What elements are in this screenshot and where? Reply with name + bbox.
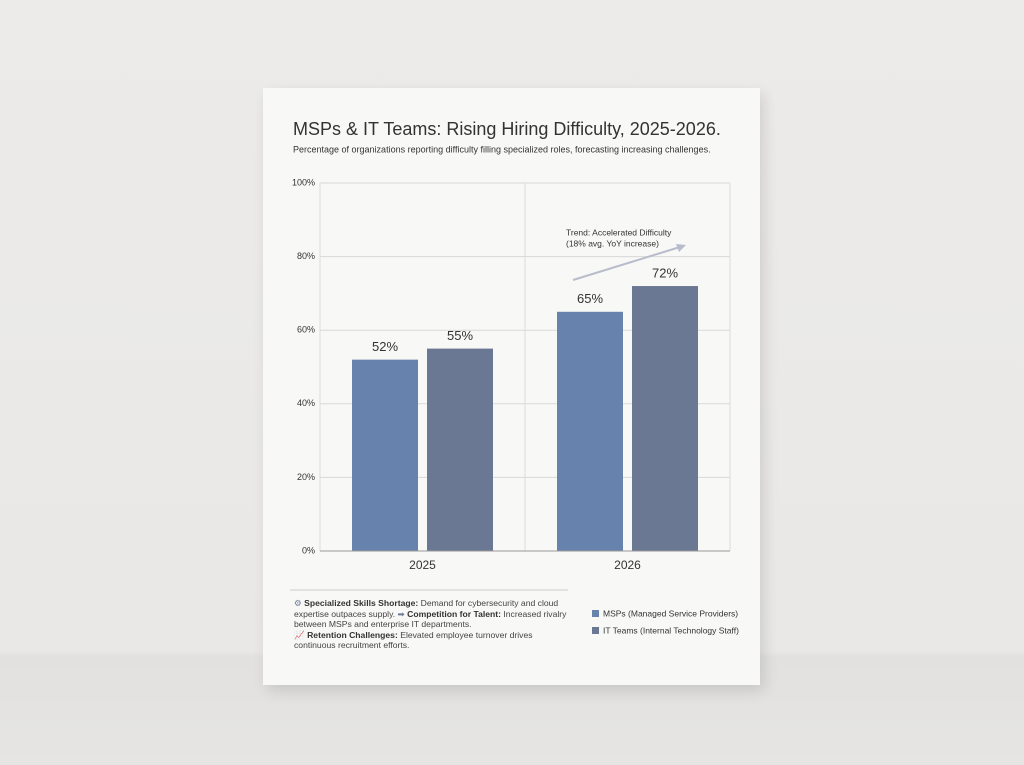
bar <box>632 286 698 551</box>
note-heading: Competition for Talent: <box>407 608 501 619</box>
note-heading: Retention Challenges: <box>307 629 398 640</box>
value-label: 65% <box>577 291 603 306</box>
value-label: 52% <box>372 339 398 354</box>
bar <box>427 348 493 551</box>
legend-swatch <box>592 610 599 617</box>
y-tick-label: 80% <box>297 251 315 261</box>
note-icon: ⚙ <box>294 598 305 608</box>
note-text: Demand for cybersecurity and cloud exper… <box>294 598 559 619</box>
note-text: Elevated employee turnover drives contin… <box>294 629 533 651</box>
trend-arrow <box>572 246 681 281</box>
chart-title: MSPs & IT Teams: Rising Hiring Difficult… <box>293 119 721 139</box>
legend-label: MSPs (Managed Service Providers) <box>603 608 738 618</box>
trend-arrowhead <box>676 244 686 252</box>
y-tick-label: 60% <box>297 325 315 335</box>
note-heading: Specialized Skills Shortage: <box>304 598 419 608</box>
y-tick-label: 40% <box>297 398 315 408</box>
bar <box>557 311 623 551</box>
note-icon: 📈 <box>294 629 308 640</box>
legend-label: IT Teams (Internal Technology Staff) <box>603 625 739 635</box>
chart-subtitle: Percentage of organizations reporting di… <box>293 144 711 154</box>
value-label: 72% <box>652 265 678 280</box>
notes: ⚙ Specialized Skills Shortage: Demand fo… <box>294 598 569 651</box>
y-tick-label: 20% <box>297 472 315 482</box>
legend-swatch <box>592 627 599 634</box>
annotation: Trend: Accelerated Difficulty <box>566 227 672 237</box>
y-tick-label: 100% <box>292 177 315 187</box>
note-text: Increased rivalry between MSPs and enter… <box>294 608 567 630</box>
x-tick-label: 2025 <box>409 558 436 572</box>
y-tick-label: 0% <box>302 545 315 555</box>
bar <box>352 359 418 551</box>
annotation: (18% avg. YoY increase) <box>566 238 659 248</box>
note-icon: ➡ <box>395 608 408 619</box>
x-tick-label: 2026 <box>614 558 641 572</box>
value-label: 55% <box>447 328 473 343</box>
